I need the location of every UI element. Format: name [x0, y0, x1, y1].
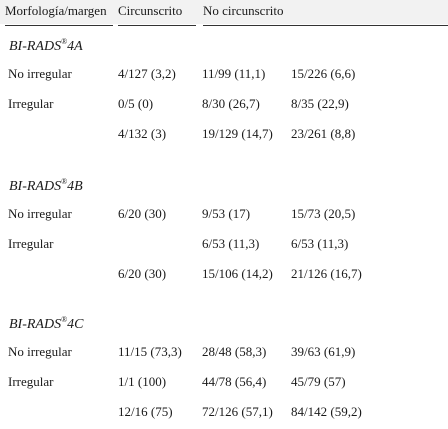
cell-total: 6/53 (11,3) [291, 236, 349, 251]
registered-mark: ® [61, 177, 68, 186]
header-underline-col2 [118, 25, 196, 26]
section-title: BI-RADS®4C [9, 315, 84, 333]
section-category: 4A [67, 39, 83, 54]
cell-total: 21/126 (16,7) [291, 266, 362, 281]
cell-total: 15/226 (6,6) [291, 66, 356, 81]
cell-no-circunscrito: 15/106 (14,2) [202, 266, 273, 281]
section-title-text: BI-RADS [9, 317, 62, 332]
cell-total: 45/79 (57) [291, 374, 346, 389]
cell-circunscrito: 11/15 (73,3) [118, 344, 182, 359]
cell-no-circunscrito: 9/53 (17) [202, 206, 251, 221]
row-label: No irregular [8, 206, 72, 221]
header-morfologia: Morfología/margen [5, 3, 107, 18]
registered-mark: ® [61, 37, 68, 46]
section-title: BI-RADS®4B [9, 177, 83, 195]
header-circunscrito: Circunscrito [118, 3, 183, 18]
header-no-circunscrito: No circunscrito [203, 3, 284, 18]
section-title-text: BI-RADS [9, 39, 62, 54]
header-underline-col1 [5, 25, 113, 26]
cell-total: 39/63 (61,9) [291, 344, 356, 359]
row-label: Irregular [8, 236, 54, 251]
cell-no-circunscrito: 11/99 (11,1) [202, 66, 266, 81]
cell-total: 8/35 (22,9) [291, 96, 349, 111]
section-title: BI-RADS®4A [9, 37, 83, 55]
cell-circunscrito: 12/16 (75) [118, 404, 173, 419]
cell-no-circunscrito: 72/126 (57,1) [202, 404, 273, 419]
cell-circunscrito: 4/127 (3,2) [118, 66, 176, 81]
section-category: 4C [67, 317, 84, 332]
row-label: No irregular [8, 66, 72, 81]
cell-no-circunscrito: 19/129 (14,7) [202, 126, 273, 141]
cell-circunscrito: 6/20 (30) [118, 206, 167, 221]
cell-no-circunscrito: 6/53 (11,3) [202, 236, 260, 251]
cell-no-circunscrito: 28/48 (58,3) [202, 344, 267, 359]
cell-total: 84/142 (59,2) [291, 404, 362, 419]
cell-circunscrito: 6/20 (30) [118, 266, 167, 281]
section-category: 4B [67, 179, 83, 194]
cell-total: 23/261 (8,8) [291, 126, 356, 141]
cell-circunscrito: 0/5 (0) [118, 96, 154, 111]
row-label: Irregular [8, 374, 54, 389]
row-label: Irregular [8, 96, 54, 111]
cell-no-circunscrito: 44/78 (56,4) [202, 374, 267, 389]
row-label: No irregular [8, 344, 72, 359]
registered-mark: ® [61, 315, 68, 324]
cell-circunscrito: 4/132 (3) [118, 126, 167, 141]
header-underline-col3 [203, 25, 448, 26]
cell-circunscrito: 1/1 (100) [118, 374, 167, 389]
table-header: Morfología/margen Circunscrito No circun… [0, 0, 448, 24]
cell-total: 15/73 (20,5) [291, 206, 356, 221]
cell-no-circunscrito: 8/30 (26,7) [202, 96, 260, 111]
section-title-text: BI-RADS [9, 179, 62, 194]
